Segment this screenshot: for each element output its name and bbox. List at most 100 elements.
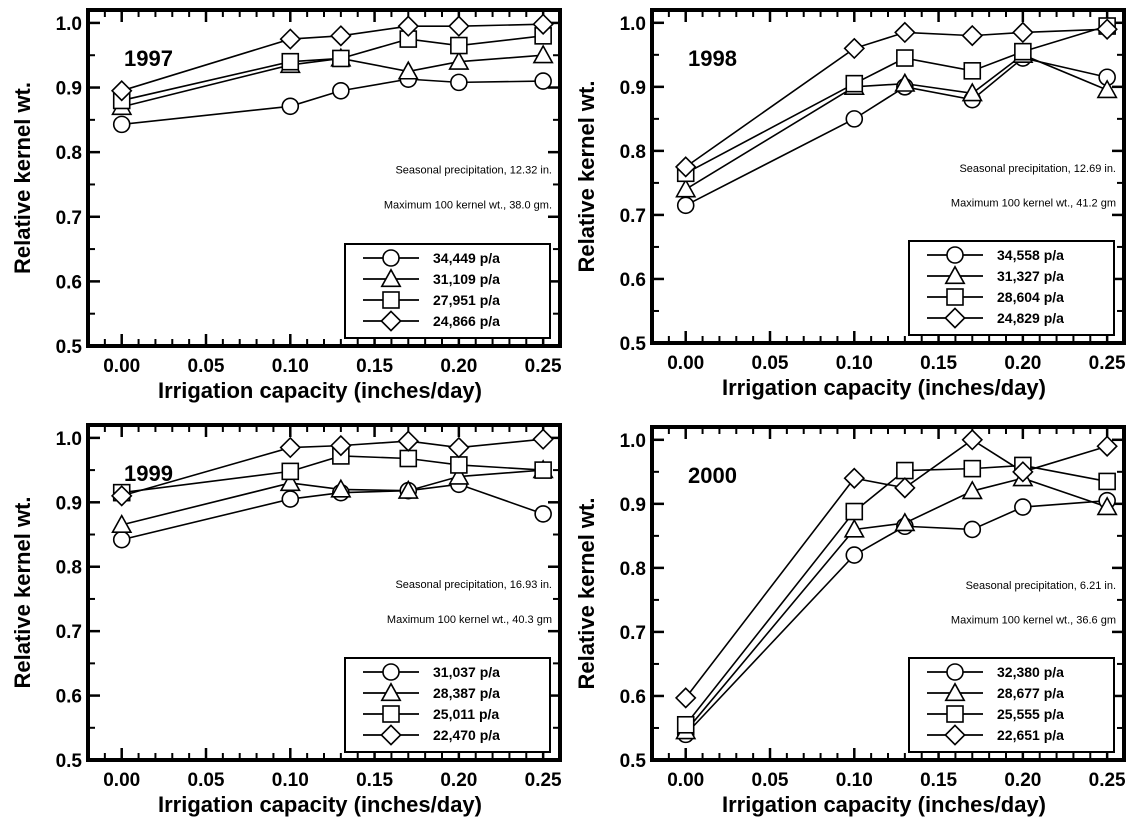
y-tick-label: 0.8 xyxy=(620,142,646,163)
data-point-square xyxy=(896,49,914,67)
legend-box xyxy=(908,240,1115,336)
y-tick-label: 0.5 xyxy=(620,751,647,772)
annotation-max-kernel-wt: Maximum 100 kernel wt., 38.0 gm. xyxy=(384,199,552,211)
legend-marker-square xyxy=(382,705,400,723)
x-tick-label: 0.10 xyxy=(836,770,873,791)
data-point-square xyxy=(399,449,418,468)
legend-label: 28,387 p/a xyxy=(433,685,500,701)
data-point-triangle xyxy=(279,472,301,492)
x-tick-label: 0.25 xyxy=(525,356,562,377)
y-axis-title: Relative kernel wt. xyxy=(574,81,599,273)
series-line-circle xyxy=(121,483,544,541)
series-line-diamond xyxy=(685,28,1108,168)
legend-marker-triangle xyxy=(944,265,966,285)
data-point-diamond xyxy=(279,28,302,50)
y-tick-label: 1.0 xyxy=(56,14,82,35)
data-point-circle xyxy=(676,196,695,215)
data-point-square xyxy=(450,36,468,55)
series-line-circle xyxy=(121,78,544,126)
y-tick-label: 0.7 xyxy=(620,206,646,227)
x-tick-label: 0.05 xyxy=(752,353,789,374)
series-line-circle xyxy=(685,57,1108,207)
x-tick-label: 0.00 xyxy=(667,353,704,374)
data-point-diamond xyxy=(1012,21,1034,44)
series-line-diamond xyxy=(121,23,544,92)
data-point-diamond xyxy=(279,436,302,459)
data-point-diamond xyxy=(843,467,866,489)
y-tick-label: 0.9 xyxy=(56,493,82,514)
data-point-diamond xyxy=(1012,461,1034,483)
data-point-diamond xyxy=(1096,18,1118,40)
data-point-diamond xyxy=(397,430,420,452)
data-point-circle xyxy=(450,73,468,92)
annotation-max-kernel-wt: Maximum 100 kernel wt., 36.6 gm xyxy=(951,615,1116,627)
legend-label: 34,449 p/a xyxy=(433,250,500,266)
legend-marker-circle xyxy=(382,249,400,267)
data-point-square xyxy=(534,461,552,479)
x-tick-label: 0.25 xyxy=(525,770,562,791)
x-axis-title: Irrigation capacity (inches/day) xyxy=(158,378,482,403)
data-point-square xyxy=(676,715,695,734)
legend-label: 24,866 p/a xyxy=(433,313,500,329)
data-point-triangle xyxy=(961,480,983,500)
data-point-diamond xyxy=(532,13,554,35)
y-tick-label: 1.0 xyxy=(620,14,646,35)
x-tick-label: 0.00 xyxy=(667,770,704,791)
data-point-triangle xyxy=(894,512,916,532)
x-axis-title: Irrigation capacity (inches/day) xyxy=(722,375,1046,400)
y-tick-label: 0.6 xyxy=(620,687,646,708)
series-line-triangle xyxy=(121,469,544,526)
x-tick-label: 0.20 xyxy=(440,356,477,377)
y-tick-label: 0.8 xyxy=(56,143,82,164)
y-tick-label: 0.6 xyxy=(56,687,82,708)
y-tick-label: 0.5 xyxy=(620,334,647,355)
data-point-circle xyxy=(534,505,552,523)
legend-label: 25,011 p/a xyxy=(433,706,499,722)
y-axis-title: Relative kernel wt. xyxy=(574,498,599,690)
data-point-diamond xyxy=(397,15,420,37)
data-point-square xyxy=(281,52,300,71)
legend-label: 28,604 p/a xyxy=(997,289,1064,305)
legend-marker-triangle xyxy=(380,268,402,288)
data-point-circle xyxy=(963,520,982,539)
data-point-square xyxy=(1014,42,1032,61)
legend: 31,037 p/a 28,387 p/a 25,011 p/a 22,470 p/a xyxy=(344,657,551,753)
data-point-circle xyxy=(845,546,864,564)
year-label: 1998 xyxy=(688,46,737,71)
y-tick-label: 1.0 xyxy=(620,431,646,452)
data-point-circle xyxy=(112,115,131,134)
y-tick-label: 0.7 xyxy=(56,622,82,643)
data-point-diamond xyxy=(110,80,133,102)
chart-panel-1997: 0.5 0.6 0.7 0.8 0.9 1.0 0.00 0.05 0.10 0.15 0.20 0.… xyxy=(10,8,562,403)
annotation-precipitation: Seasonal precipitation, 16.93 in. xyxy=(395,579,552,591)
y-tick-label: 0.5 xyxy=(56,337,83,358)
legend-label: 32,380 p/a xyxy=(997,664,1064,680)
year-label: 2000 xyxy=(688,463,737,488)
y-tick-label: 0.7 xyxy=(620,623,646,644)
legend-label: 31,037 p/a xyxy=(433,664,500,680)
data-point-circle xyxy=(112,530,131,549)
y-tick-label: 0.8 xyxy=(56,558,82,579)
data-point-triangle xyxy=(532,44,554,64)
annotation-precipitation: Seasonal precipitation, 6.21 in. xyxy=(966,580,1116,592)
legend-label: 27,951 p/a xyxy=(433,292,500,308)
legend-box xyxy=(344,243,551,339)
x-tick-label: 0.25 xyxy=(1089,353,1126,374)
data-point-triangle xyxy=(843,518,865,538)
x-tick-label: 0.00 xyxy=(103,770,140,791)
year-label: 1997 xyxy=(124,46,173,71)
legend-marker-diamond xyxy=(944,724,966,746)
legend-box xyxy=(908,657,1115,753)
data-point-diamond xyxy=(1096,435,1118,457)
year-label: 1999 xyxy=(124,461,173,486)
x-tick-label: 0.05 xyxy=(752,770,789,791)
chart-panel-1999: 0.5 0.6 0.7 0.8 0.9 1.0 0.00 0.05 0.10 0.15 0.20 0.… xyxy=(10,423,562,817)
data-point-circle xyxy=(845,110,864,128)
data-point-square xyxy=(896,461,914,480)
legend: 34,449 p/a 31,109 p/a 27,951 p/a 24,866 p/a xyxy=(344,243,551,339)
y-tick-label: 0.6 xyxy=(620,270,646,291)
data-point-circle xyxy=(281,490,300,508)
data-point-circle xyxy=(534,72,552,90)
x-tick-label: 0.10 xyxy=(272,356,309,377)
